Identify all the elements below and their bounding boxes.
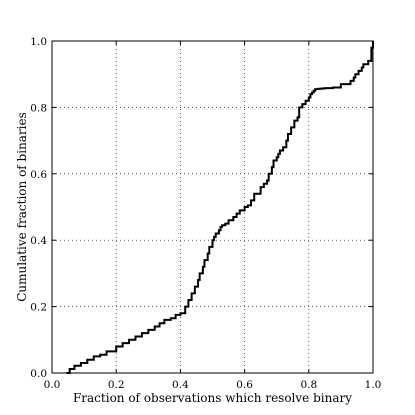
y-tick-label: 1.0: [30, 36, 47, 48]
x-tick-label: 1.0: [365, 379, 382, 391]
y-tick-label: 0.2: [30, 302, 47, 314]
x-tick-label: 0.6: [236, 379, 253, 391]
cumulative-curve: [66, 41, 374, 374]
grid-lines: [52, 41, 373, 373]
y-axis-label: Cumulative fraction of binaries: [15, 112, 29, 302]
y-tick-label: 0.8: [30, 102, 47, 114]
plot-frame: [51, 40, 374, 374]
x-axis-label: Fraction of observations which resolve b…: [73, 391, 352, 405]
y-tick-label: 0.0: [30, 368, 47, 380]
y-axis-ticks: 0.0 0.2 0.4 0.6 0.8 1.0: [30, 36, 373, 380]
y-tick-label: 0.6: [30, 169, 47, 181]
x-axis-ticks: 0.0 0.2 0.4 0.6 0.8 1.0: [44, 41, 382, 391]
y-tick-label: 0.4: [30, 235, 47, 247]
x-tick-label: 0.2: [108, 379, 125, 391]
x-tick-label: 0.4: [172, 379, 189, 391]
x-tick-label: 0.8: [300, 379, 317, 391]
x-tick-label: 0.0: [44, 379, 61, 391]
